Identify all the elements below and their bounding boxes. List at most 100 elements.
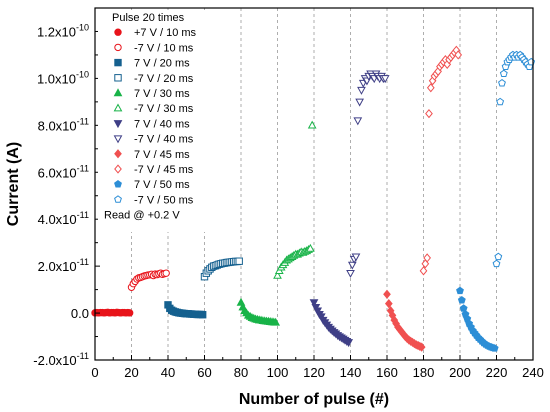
legend-marker (114, 28, 122, 36)
legend-marker (114, 43, 122, 52)
data-point (307, 120, 317, 129)
data-point (273, 270, 282, 279)
data-point (347, 261, 357, 270)
x-tick-label: 220 (486, 365, 508, 380)
data-point (355, 98, 364, 107)
data-point (417, 342, 426, 352)
legend-marker (113, 135, 123, 144)
legend-marker (114, 74, 122, 82)
legend-label: 7 V / 40 ms (134, 118, 190, 130)
series-9 (419, 45, 463, 276)
data-point (344, 339, 354, 348)
series-7 (346, 70, 390, 278)
legend-label: -7 V / 40 ms (134, 134, 194, 146)
x-tick-label: 160 (376, 365, 398, 380)
series-4 (236, 297, 281, 326)
x-tick-label: 80 (234, 365, 248, 380)
series-3 (200, 257, 243, 281)
series-0 (91, 308, 134, 317)
data-point (346, 269, 355, 278)
data-point (125, 309, 134, 317)
y-tick-label: 8.0x10-11 (38, 116, 89, 133)
data-point (457, 296, 466, 304)
x-tick-label: 40 (161, 365, 175, 380)
series-2 (164, 301, 207, 319)
data-point (423, 253, 432, 263)
data-point (459, 304, 468, 312)
legend-label: -7 V / 30 ms (134, 103, 194, 115)
data-point (456, 286, 464, 295)
series-11 (492, 50, 536, 268)
legend-footer: Read @ +0.2 V (104, 210, 180, 222)
data-point (383, 289, 391, 299)
data-point (380, 75, 390, 84)
x-tick-label: 20 (124, 365, 138, 380)
legend: Pulse 20 times +7 V / 10 ms -7 V / 10 ms 7… (98, 10, 216, 232)
x-tick-label: 60 (197, 365, 211, 380)
y-tick-label: 0.0 (71, 306, 89, 321)
data-point (419, 266, 428, 276)
data-point (384, 299, 393, 309)
legend-marker (114, 180, 122, 188)
data-point (426, 83, 435, 93)
legend-marker (114, 58, 122, 67)
legend-marker (114, 195, 122, 203)
legend-marker (114, 164, 122, 174)
data-point (271, 317, 281, 326)
data-point (490, 344, 499, 352)
y-axis-ticks: -2.0x10-11 0.0 2.0x10-11 4.0x10-11 6.0x10-11… (33, 22, 100, 368)
data-point (425, 108, 433, 119)
legend-label: 7 V / 45 ms (134, 149, 190, 161)
series-8 (383, 289, 426, 352)
legend-label: 7 V / 30 ms (134, 88, 190, 100)
legend-label: -7 V / 10 ms (134, 42, 194, 54)
data-point (498, 78, 506, 87)
data-point (198, 311, 207, 319)
legend-marker (114, 149, 122, 159)
x-tick-label: 100 (267, 365, 289, 380)
legend-label: 7 V / 20 ms (134, 58, 190, 70)
data-point (499, 69, 508, 78)
data-point (454, 50, 463, 60)
x-axis-ticks: 0 20 40 60 80 100 120 140 160 180 200 220 240 (91, 355, 544, 380)
x-tick-label: 140 (340, 365, 362, 380)
legend-label: 7 V / 50 ms (134, 179, 190, 191)
y-tick-label: 2.0x10-11 (38, 257, 89, 274)
data-point (351, 253, 361, 262)
data-point (353, 117, 363, 126)
data-point (494, 252, 503, 261)
data-point (162, 269, 170, 277)
x-tick-label: 200 (449, 365, 471, 380)
data-point (357, 86, 366, 95)
y-tick-label: 6.0x10-11 (38, 163, 89, 180)
x-tick-label: 0 (91, 365, 98, 380)
series-6 (309, 299, 354, 348)
series-1 (127, 269, 170, 291)
series-5 (273, 120, 317, 279)
legend-label: -7 V / 45 ms (134, 164, 194, 176)
data-point (235, 257, 243, 265)
data-point (309, 299, 319, 308)
y-tick-label: 4.0x10-11 (38, 210, 89, 227)
data-series (91, 45, 536, 352)
legend-label: -7 V / 50 ms (134, 194, 194, 206)
data-point (492, 259, 501, 268)
data-point (305, 243, 315, 252)
x-tick-label: 240 (522, 365, 544, 380)
legend-marker (113, 120, 123, 129)
legend-title: Pulse 20 times (112, 12, 185, 24)
legend-label: +7 V / 10 ms (134, 27, 197, 39)
y-axis-title: Current (A) (5, 142, 22, 226)
legend-label: -7 V / 20 ms (134, 73, 194, 85)
legend-marker (113, 103, 123, 112)
data-point (496, 97, 505, 106)
y-tick-label: 1.2x10-10 (37, 22, 89, 39)
x-tick-label: 120 (303, 365, 325, 380)
legend-items: +7 V / 10 ms -7 V / 10 ms 7 V / 20 ms -7 V … (113, 27, 197, 206)
legend-marker (113, 88, 123, 97)
x-tick-label: 180 (413, 365, 435, 380)
x-axis-title: Number of pulse (#) (239, 391, 389, 408)
series-10 (456, 286, 499, 352)
y-tick-label: -2.0x10-11 (33, 351, 89, 368)
